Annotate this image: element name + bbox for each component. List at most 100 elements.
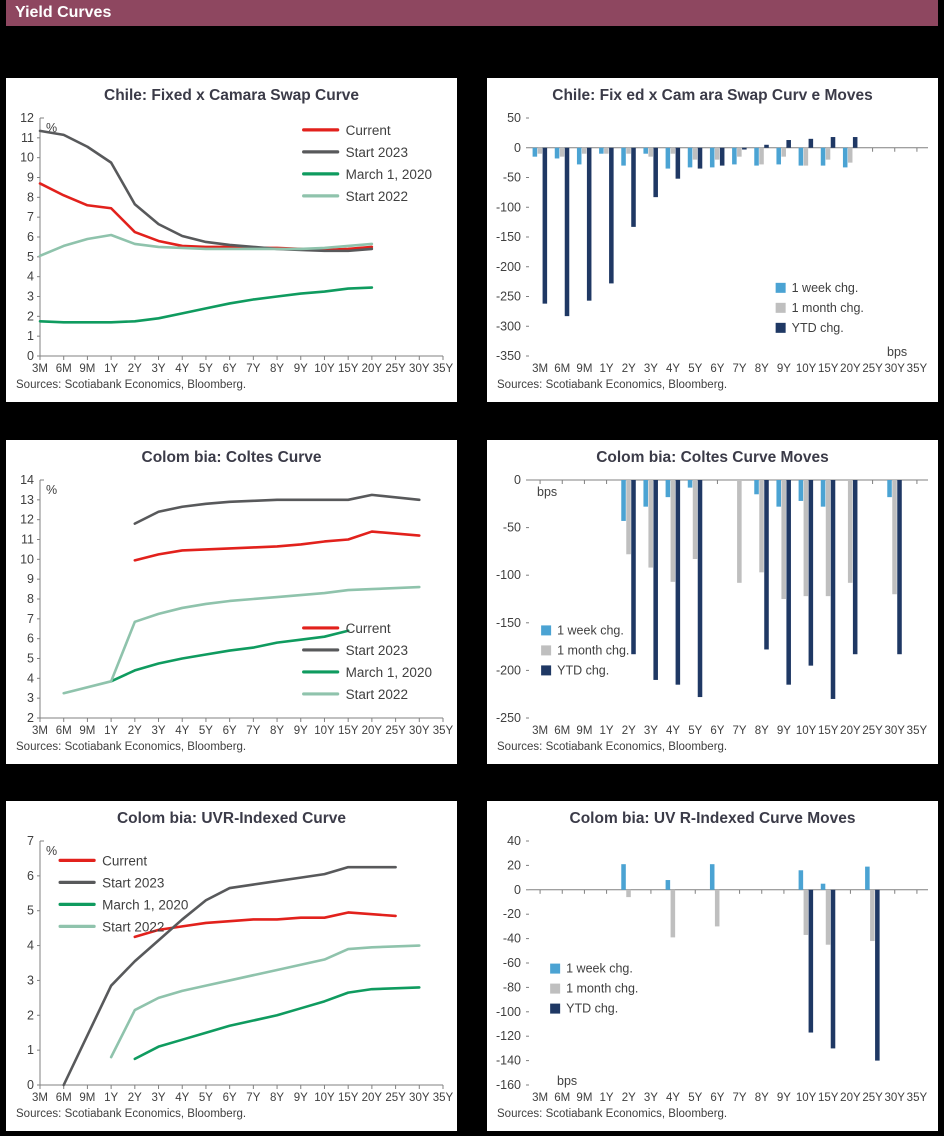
svg-text:2: 2 (27, 1008, 34, 1022)
svg-text:3Y: 3Y (644, 725, 658, 737)
svg-text:3Y: 3Y (151, 1092, 165, 1104)
svg-text:25Y: 25Y (385, 363, 406, 375)
svg-text:9M: 9M (79, 363, 95, 375)
svg-text:2Y: 2Y (128, 1092, 142, 1104)
svg-text:2: 2 (27, 309, 34, 323)
svg-text:35Y: 35Y (907, 725, 928, 737)
svg-text:12: 12 (20, 111, 34, 125)
svg-text:30Y: 30Y (885, 725, 906, 737)
svg-text:0: 0 (27, 1078, 34, 1092)
svg-text:5: 5 (27, 652, 34, 666)
svg-text:1 month chg.: 1 month chg. (792, 301, 864, 315)
svg-text:2Y: 2Y (622, 725, 636, 737)
svg-text:3M: 3M (532, 725, 548, 737)
svg-text:1Y: 1Y (600, 1092, 614, 1104)
svg-text:-350: -350 (496, 349, 521, 363)
svg-text:4: 4 (27, 270, 34, 284)
svg-text:4: 4 (27, 671, 34, 685)
svg-text:6Y: 6Y (223, 725, 237, 737)
svg-text:5Y: 5Y (199, 725, 213, 737)
svg-text:5Y: 5Y (688, 363, 702, 375)
svg-text:10Y: 10Y (314, 363, 335, 375)
svg-text:3Y: 3Y (644, 363, 658, 375)
svg-text:9Y: 9Y (294, 725, 308, 737)
svg-text:bps: bps (557, 1074, 577, 1088)
svg-text:9Y: 9Y (294, 363, 308, 375)
svg-text:25Y: 25Y (862, 725, 883, 737)
svg-text:4Y: 4Y (666, 725, 680, 737)
svg-text:-200: -200 (496, 260, 521, 274)
svg-text:Chile: Fixed x Camara Swap Cur: Chile: Fixed x Camara Swap Curve (104, 87, 359, 104)
svg-text:9: 9 (27, 171, 34, 185)
svg-text:6Y: 6Y (223, 1092, 237, 1104)
svg-text:9M: 9M (576, 363, 592, 375)
svg-text:1Y: 1Y (600, 363, 614, 375)
svg-text:-300: -300 (496, 319, 521, 333)
svg-text:Current: Current (346, 123, 391, 138)
svg-text:35Y: 35Y (907, 363, 928, 375)
svg-text:Start 2023: Start 2023 (346, 145, 408, 160)
svg-text:20Y: 20Y (362, 725, 383, 737)
svg-text:30Y: 30Y (885, 1092, 906, 1104)
svg-text:March 1, 2020: March 1, 2020 (346, 167, 432, 182)
svg-text:-50: -50 (503, 521, 521, 535)
svg-text:Start 2023: Start 2023 (346, 643, 408, 658)
svg-text:-250: -250 (496, 290, 521, 304)
svg-text:20Y: 20Y (840, 1092, 861, 1104)
svg-text:8: 8 (27, 592, 34, 606)
svg-text:30Y: 30Y (409, 363, 430, 375)
svg-text:March 1, 2020: March 1, 2020 (102, 897, 188, 912)
svg-text:4Y: 4Y (175, 363, 189, 375)
svg-text:11: 11 (21, 131, 34, 145)
svg-text:bps: bps (537, 485, 557, 499)
svg-text:1: 1 (27, 1043, 34, 1057)
svg-text:8: 8 (27, 190, 34, 204)
svg-text:2: 2 (27, 711, 34, 725)
svg-text:Sources: Scotiabank Economics,: Sources: Scotiabank Economics, Bloomberg… (16, 741, 246, 753)
svg-text:9M: 9M (576, 725, 592, 737)
svg-text:YTD chg.: YTD chg. (566, 1002, 618, 1016)
svg-text:8Y: 8Y (755, 363, 769, 375)
svg-text:0: 0 (514, 141, 521, 155)
svg-text:15Y: 15Y (818, 725, 839, 737)
svg-text:9Y: 9Y (777, 1092, 791, 1104)
svg-text:1 week chg.: 1 week chg. (557, 623, 624, 637)
svg-text:20Y: 20Y (840, 725, 861, 737)
svg-text:8Y: 8Y (755, 725, 769, 737)
svg-text:6M: 6M (56, 1092, 72, 1104)
svg-text:3M: 3M (532, 1092, 548, 1104)
svg-text:Start 2022: Start 2022 (346, 189, 408, 204)
svg-text:6M: 6M (554, 363, 570, 375)
svg-text:Current: Current (102, 853, 147, 868)
svg-text:-100: -100 (496, 200, 521, 214)
svg-text:-50: -50 (503, 171, 521, 185)
svg-text:YTD chg.: YTD chg. (792, 321, 844, 335)
svg-text:-60: -60 (503, 956, 521, 970)
svg-text:1 month chg.: 1 month chg. (557, 643, 629, 657)
svg-text:5Y: 5Y (199, 1092, 213, 1104)
svg-text:30Y: 30Y (409, 1092, 430, 1104)
svg-text:11: 11 (21, 533, 34, 547)
svg-text:bps: bps (887, 345, 907, 359)
svg-text:0: 0 (514, 473, 521, 487)
svg-text:%: % (46, 844, 57, 858)
svg-text:30Y: 30Y (885, 363, 906, 375)
svg-text:10Y: 10Y (796, 1092, 817, 1104)
svg-text:Start 2022: Start 2022 (102, 919, 164, 934)
svg-text:-250: -250 (496, 711, 521, 725)
svg-text:20: 20 (507, 858, 521, 872)
svg-text:6M: 6M (56, 725, 72, 737)
svg-text:3M: 3M (532, 363, 548, 375)
svg-text:3: 3 (27, 290, 34, 304)
svg-text:YTD chg.: YTD chg. (557, 663, 609, 677)
svg-text:7Y: 7Y (246, 1092, 260, 1104)
svg-text:7Y: 7Y (733, 725, 747, 737)
svg-text:Colom bia: UVR-Indexed Curve: Colom bia: UVR-Indexed Curve (117, 810, 346, 827)
svg-text:4Y: 4Y (175, 725, 189, 737)
svg-text:-40: -40 (503, 932, 521, 946)
svg-text:6M: 6M (56, 363, 72, 375)
svg-text:35Y: 35Y (907, 1092, 928, 1104)
svg-text:3M: 3M (32, 725, 48, 737)
svg-text:3Y: 3Y (644, 1092, 658, 1104)
svg-text:Colom bia: Coltes Curve Moves: Colom bia: Coltes Curve Moves (596, 449, 829, 466)
